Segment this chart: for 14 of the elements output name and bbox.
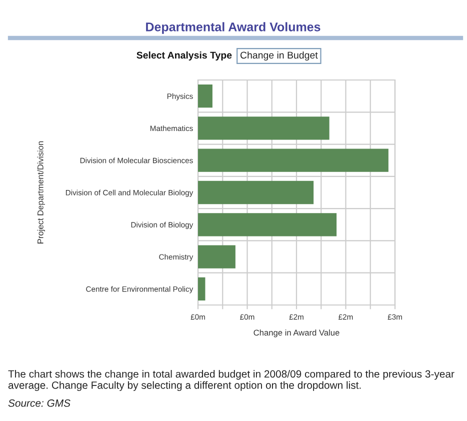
x-axis-title: Change in Award Value bbox=[254, 329, 340, 338]
bar bbox=[198, 180, 314, 204]
text: Change in Budget bbox=[240, 51, 318, 61]
text: Select Analysis Type bbox=[136, 51, 232, 61]
bar bbox=[198, 245, 236, 268]
bar bbox=[198, 116, 330, 140]
y-axis-title: Project Department/Division bbox=[37, 141, 45, 244]
chart-title: Departmental Award Volumes bbox=[146, 22, 320, 34]
text: The chart shows the change in total awarded budget in 2008/09 compared to the previous 3-year average. Change Faculty by selecting a different option on the dropdown list. bbox=[8, 370, 454, 391]
bar bbox=[198, 84, 212, 108]
bar bbox=[198, 213, 337, 236]
source-note: Source: GMS bbox=[8, 399, 70, 407]
bar bbox=[198, 277, 206, 300]
bar bbox=[198, 148, 388, 172]
